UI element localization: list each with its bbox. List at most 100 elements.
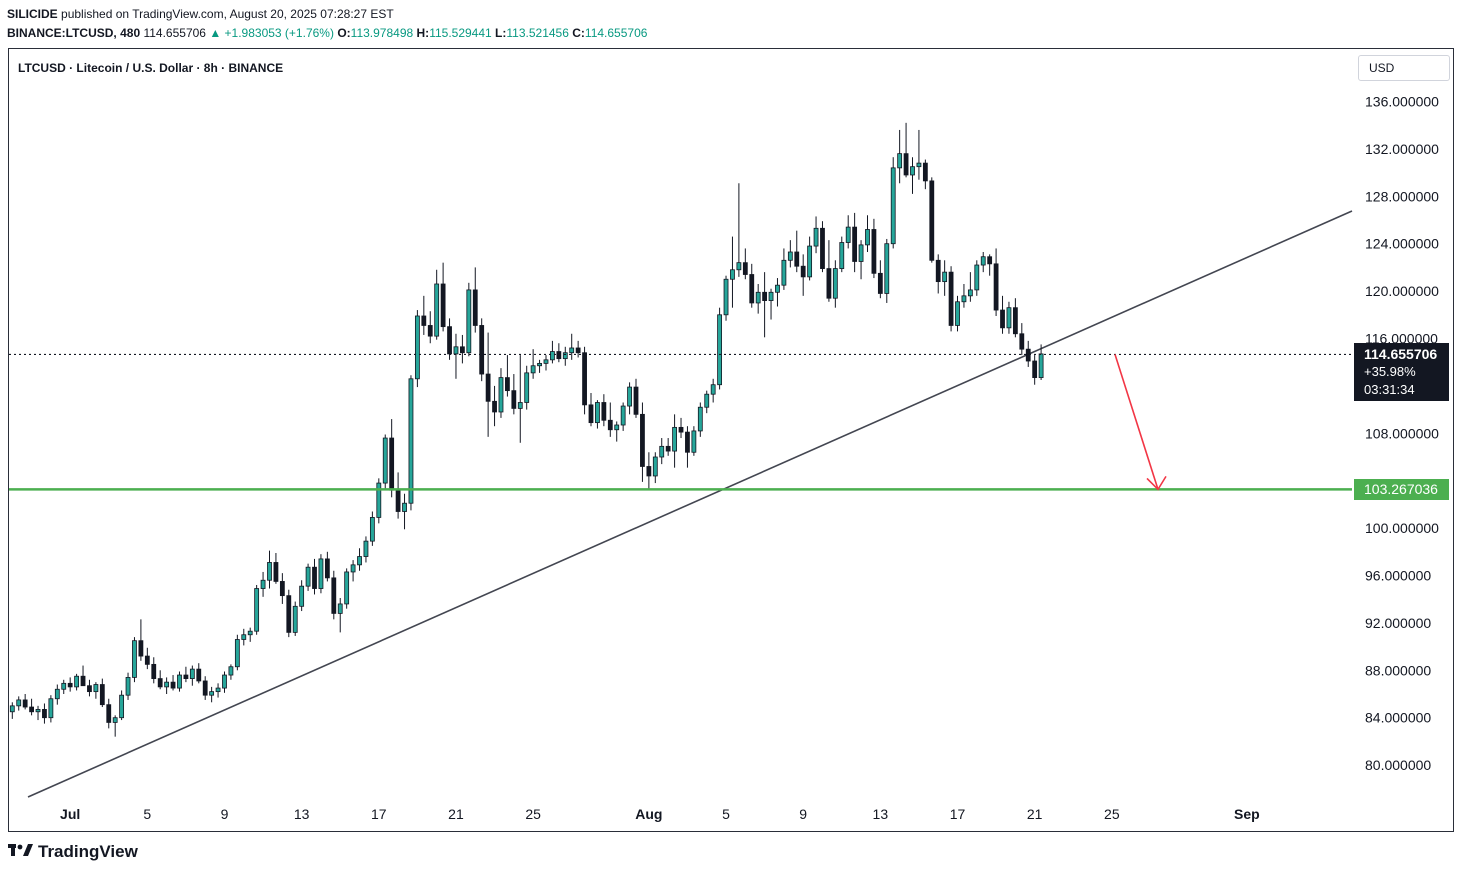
tradingview-logo[interactable]: TradingView bbox=[8, 842, 138, 863]
candle-body bbox=[241, 634, 247, 640]
candle bbox=[961, 283, 967, 308]
trendline bbox=[27, 210, 1353, 798]
currency-button[interactable]: USD bbox=[1358, 55, 1450, 81]
candle-body bbox=[125, 677, 131, 696]
candle bbox=[222, 671, 227, 693]
candle-body bbox=[1025, 348, 1031, 362]
candle bbox=[884, 238, 890, 303]
candle bbox=[312, 558, 317, 595]
candle bbox=[196, 663, 202, 684]
candle-body bbox=[922, 162, 928, 182]
candle bbox=[717, 307, 722, 390]
candle-body bbox=[498, 377, 504, 413]
candle-body bbox=[530, 365, 536, 374]
y-tick-label: 120.000000 bbox=[1365, 283, 1439, 299]
candle bbox=[48, 695, 54, 723]
candle-body bbox=[434, 283, 440, 337]
current-price: 114.655706 bbox=[1364, 346, 1438, 362]
candle bbox=[260, 571, 266, 597]
candle bbox=[453, 333, 459, 379]
x-tick-label: 9 bbox=[799, 806, 807, 822]
author-name[interactable]: SILICIDE bbox=[7, 7, 58, 21]
candle-body bbox=[916, 162, 922, 168]
y-tick-label: 96.000000 bbox=[1365, 568, 1431, 584]
candle bbox=[556, 343, 562, 363]
candle bbox=[787, 240, 793, 268]
candle bbox=[87, 679, 92, 697]
candle bbox=[530, 349, 536, 379]
candle bbox=[459, 334, 465, 364]
candle bbox=[755, 283, 761, 314]
candle-body bbox=[119, 694, 125, 719]
current-price-label: 114.655706 +35.98% 03:31:34 bbox=[1354, 343, 1449, 401]
candle-body bbox=[9, 705, 15, 713]
candle bbox=[299, 580, 305, 612]
candle bbox=[807, 236, 813, 281]
candle bbox=[858, 240, 864, 280]
target-arrow-shaft bbox=[1114, 354, 1159, 490]
candle-body bbox=[447, 326, 452, 355]
candle bbox=[595, 400, 600, 429]
candle-body bbox=[16, 699, 22, 707]
candle bbox=[800, 254, 806, 296]
candle-body bbox=[884, 243, 890, 294]
candle-body bbox=[54, 688, 60, 700]
candle bbox=[164, 677, 170, 694]
y-tick-label: 84.000000 bbox=[1365, 710, 1431, 726]
x-tick-label: 13 bbox=[294, 806, 310, 822]
candle-body bbox=[389, 437, 395, 491]
candle bbox=[820, 221, 825, 273]
candle bbox=[376, 478, 382, 524]
candle-body bbox=[955, 301, 960, 326]
candle-body bbox=[678, 426, 684, 433]
price-change-pct: +35.98% bbox=[1364, 364, 1416, 379]
candle bbox=[241, 628, 247, 646]
candle bbox=[9, 702, 15, 719]
candle bbox=[279, 573, 285, 604]
candle-body bbox=[157, 678, 163, 688]
candle-body bbox=[659, 445, 665, 458]
candle-body bbox=[543, 359, 549, 364]
candle-body bbox=[395, 489, 401, 512]
candle-body bbox=[151, 663, 157, 679]
x-tick-label: 13 bbox=[873, 806, 889, 822]
candle bbox=[910, 157, 915, 194]
candle-body bbox=[299, 585, 305, 607]
candle-body bbox=[768, 291, 774, 301]
candle bbox=[106, 698, 112, 729]
candle-body bbox=[537, 362, 542, 367]
candle-body bbox=[595, 402, 600, 424]
candle bbox=[697, 402, 703, 437]
candle bbox=[132, 637, 137, 683]
candle bbox=[382, 434, 388, 491]
candle-body bbox=[1019, 333, 1025, 350]
close-value: 114.655706 bbox=[584, 26, 648, 40]
candle bbox=[61, 679, 67, 694]
candle bbox=[93, 682, 99, 699]
candle-body bbox=[466, 289, 472, 354]
candle bbox=[537, 359, 542, 373]
candle bbox=[202, 676, 208, 700]
candle bbox=[35, 705, 41, 721]
candle-body bbox=[730, 269, 735, 280]
candle bbox=[1038, 344, 1044, 380]
candle bbox=[890, 157, 896, 249]
y-tick-label: 124.000000 bbox=[1365, 236, 1439, 252]
candle bbox=[1032, 355, 1038, 385]
candle-body bbox=[472, 289, 478, 326]
candle-body bbox=[582, 352, 587, 406]
y-tick-label: 100.000000 bbox=[1365, 520, 1439, 536]
candle bbox=[408, 375, 414, 511]
candle-body bbox=[967, 289, 973, 297]
candle-body bbox=[292, 605, 298, 633]
candle bbox=[633, 378, 639, 418]
candle-body bbox=[369, 517, 375, 542]
candle-body bbox=[858, 244, 864, 262]
candle bbox=[1025, 340, 1031, 367]
candle bbox=[865, 215, 870, 252]
candle bbox=[685, 426, 690, 468]
candle-body bbox=[562, 352, 568, 360]
candle bbox=[466, 282, 472, 357]
candle-body bbox=[524, 372, 530, 403]
